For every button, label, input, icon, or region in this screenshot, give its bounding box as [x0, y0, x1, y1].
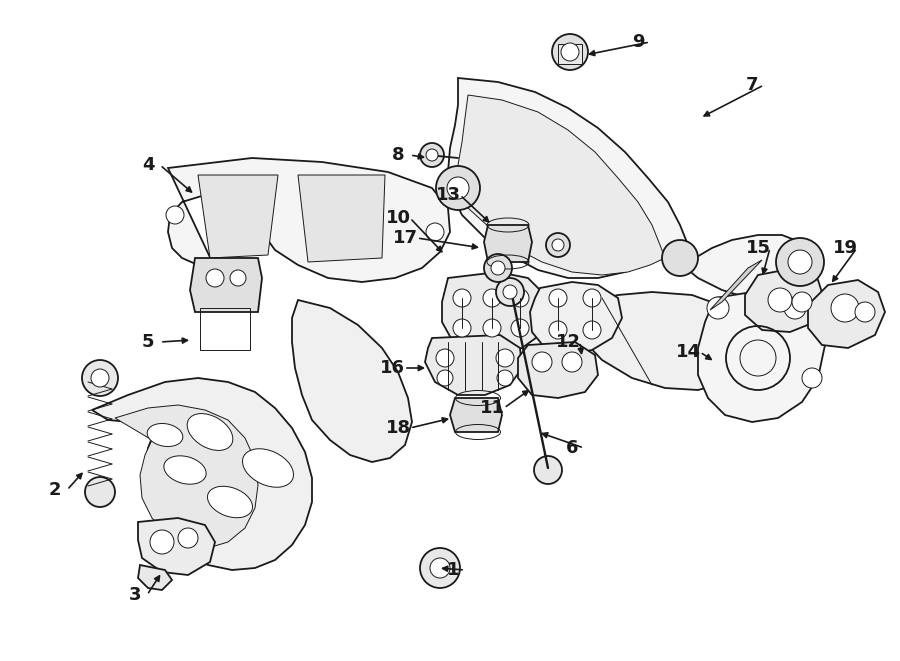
Circle shape — [91, 369, 109, 387]
Polygon shape — [458, 95, 665, 275]
Polygon shape — [425, 335, 522, 395]
Circle shape — [491, 261, 505, 275]
Circle shape — [534, 456, 562, 484]
Polygon shape — [710, 260, 762, 310]
Circle shape — [552, 34, 588, 70]
Ellipse shape — [164, 456, 206, 485]
Circle shape — [420, 143, 444, 167]
Polygon shape — [115, 405, 258, 548]
Text: 16: 16 — [380, 359, 404, 377]
Text: 19: 19 — [832, 239, 858, 257]
Ellipse shape — [208, 486, 253, 518]
Circle shape — [453, 289, 471, 307]
Circle shape — [549, 321, 567, 339]
Circle shape — [546, 233, 570, 257]
Text: 17: 17 — [392, 229, 418, 247]
Polygon shape — [450, 398, 502, 432]
Circle shape — [497, 370, 513, 386]
Polygon shape — [138, 565, 172, 590]
Circle shape — [496, 278, 524, 306]
Text: 12: 12 — [555, 333, 580, 351]
Circle shape — [426, 149, 438, 161]
Circle shape — [831, 294, 859, 322]
Text: 15: 15 — [745, 239, 770, 257]
Circle shape — [437, 370, 453, 386]
Text: 11: 11 — [480, 399, 505, 417]
Circle shape — [436, 166, 480, 210]
Circle shape — [150, 530, 174, 554]
Polygon shape — [442, 272, 548, 355]
Circle shape — [503, 285, 517, 299]
Circle shape — [788, 250, 812, 274]
Circle shape — [85, 477, 115, 507]
Circle shape — [562, 352, 582, 372]
Polygon shape — [484, 225, 532, 262]
Circle shape — [552, 239, 564, 251]
Circle shape — [230, 270, 246, 286]
Circle shape — [583, 321, 601, 339]
Text: 1: 1 — [446, 561, 459, 579]
Polygon shape — [808, 280, 885, 348]
Circle shape — [430, 558, 450, 578]
Polygon shape — [168, 158, 450, 282]
Circle shape — [707, 297, 729, 319]
Circle shape — [561, 43, 579, 61]
Text: 13: 13 — [436, 186, 461, 204]
Polygon shape — [530, 282, 622, 355]
Circle shape — [802, 368, 822, 388]
Circle shape — [483, 289, 501, 307]
Circle shape — [583, 289, 601, 307]
Text: 18: 18 — [385, 419, 410, 437]
Polygon shape — [518, 342, 598, 398]
Text: 4: 4 — [142, 156, 154, 174]
Circle shape — [483, 319, 501, 337]
Polygon shape — [448, 78, 815, 300]
Circle shape — [855, 302, 875, 322]
Polygon shape — [745, 268, 825, 332]
Circle shape — [511, 319, 529, 337]
Circle shape — [549, 289, 567, 307]
Text: 7: 7 — [746, 76, 758, 94]
Bar — [200, 308, 250, 350]
Circle shape — [453, 319, 471, 337]
Polygon shape — [698, 292, 825, 422]
Text: 3: 3 — [129, 586, 141, 604]
Circle shape — [82, 360, 118, 396]
Text: 5: 5 — [142, 333, 154, 351]
Circle shape — [496, 349, 514, 367]
Text: 6: 6 — [566, 439, 578, 457]
Polygon shape — [138, 518, 215, 575]
Polygon shape — [190, 258, 262, 312]
Text: 14: 14 — [676, 343, 700, 361]
Circle shape — [178, 528, 198, 548]
Circle shape — [447, 177, 469, 199]
Circle shape — [426, 223, 444, 241]
Text: 10: 10 — [385, 209, 410, 227]
Text: 9: 9 — [632, 33, 644, 51]
Circle shape — [662, 240, 698, 276]
Circle shape — [776, 238, 824, 286]
Polygon shape — [582, 292, 758, 390]
Ellipse shape — [187, 414, 233, 450]
Text: 8: 8 — [392, 146, 404, 164]
Polygon shape — [292, 300, 412, 462]
Bar — [558, 44, 582, 64]
Circle shape — [166, 206, 184, 224]
Circle shape — [420, 548, 460, 588]
Circle shape — [436, 349, 454, 367]
Circle shape — [484, 254, 512, 282]
Circle shape — [768, 288, 792, 312]
Circle shape — [511, 289, 529, 307]
Polygon shape — [298, 175, 385, 262]
Circle shape — [206, 269, 224, 287]
Text: 2: 2 — [49, 481, 61, 499]
Circle shape — [792, 292, 812, 312]
Circle shape — [532, 352, 552, 372]
Polygon shape — [92, 378, 312, 570]
Ellipse shape — [242, 449, 293, 487]
Ellipse shape — [148, 424, 183, 447]
Circle shape — [784, 297, 806, 319]
Polygon shape — [198, 175, 278, 258]
